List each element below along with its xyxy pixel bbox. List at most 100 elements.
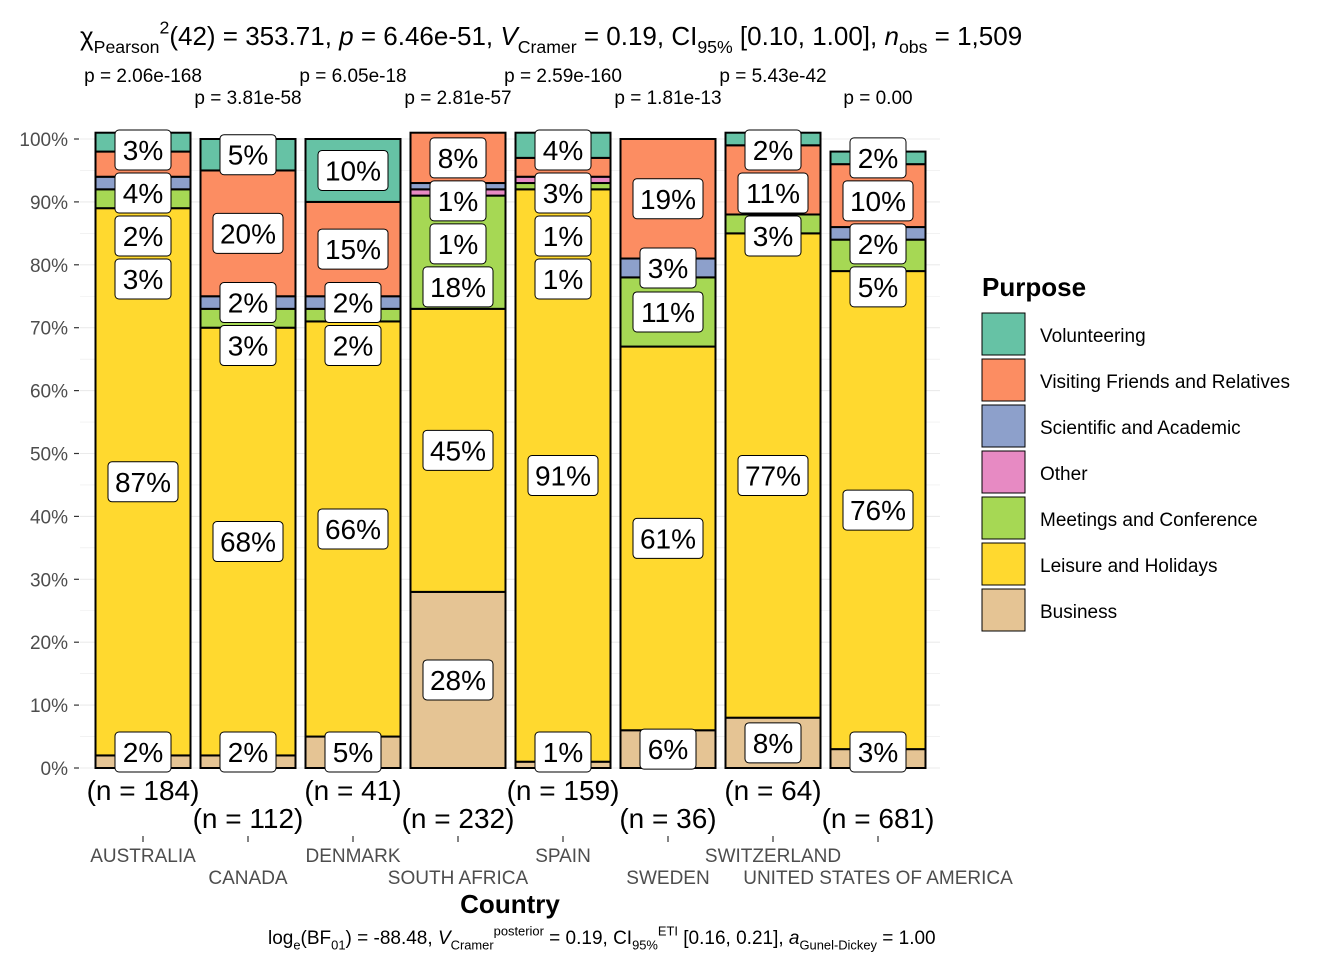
data-label: 87% — [107, 461, 179, 503]
data-label-box — [114, 731, 172, 773]
chart-caption-part: 01 — [331, 938, 345, 953]
legend-swatch — [981, 404, 1026, 448]
chart-caption-part: [0.16, 0.21], — [678, 928, 789, 949]
legend-item: Scientific and Academic — [1040, 418, 1241, 439]
data-label-text: 68% — [220, 527, 276, 558]
data-label: 2% — [219, 731, 277, 773]
data-label: 2% — [849, 223, 907, 265]
data-label: 2% — [114, 731, 172, 773]
data-label-box — [422, 266, 494, 308]
data-label: 68% — [212, 521, 284, 563]
data-label: 2% — [324, 282, 382, 324]
data-label-text: 3% — [543, 178, 583, 209]
chart-title-part: = 1,509 — [927, 21, 1022, 51]
legend-title: Purpose — [982, 272, 1086, 302]
bar-pvalue: p = 3.81e-58 — [194, 88, 301, 109]
chart-caption-part: ETI — [658, 923, 678, 938]
data-label: 11% — [737, 172, 809, 214]
legend-swatch — [981, 450, 1026, 494]
data-label-text: 45% — [430, 435, 486, 466]
chart-title: χPearson2(42) = 353.71, p = 6.46e-51, VC… — [80, 17, 1022, 57]
data-label: 61% — [632, 517, 704, 559]
y-tick-label: 70% — [30, 319, 68, 340]
data-label-text: 77% — [745, 461, 801, 492]
data-label: 1% — [429, 180, 487, 222]
chart-title-part: V — [500, 21, 520, 51]
data-label-text: 2% — [333, 331, 373, 362]
data-label-box — [737, 455, 809, 497]
data-label: 2% — [744, 129, 802, 171]
data-label: 3% — [114, 129, 172, 171]
data-label: 8% — [744, 722, 802, 764]
data-label-text: 2% — [228, 737, 268, 768]
legend-item: Leisure and Holidays — [1040, 556, 1217, 577]
chart-caption-part: posterior — [494, 923, 545, 938]
data-label-text: 1% — [543, 221, 583, 252]
data-label-text: 1% — [543, 264, 583, 295]
legend-item: Meetings and Conference — [1040, 510, 1258, 531]
data-label-box — [737, 172, 809, 214]
x-tick-label: SOUTH AFRICA — [388, 868, 529, 889]
data-label-text: 1% — [438, 186, 478, 217]
x-tick-label: SWITZERLAND — [705, 846, 841, 867]
data-label-text: 61% — [640, 523, 696, 554]
bar-pvalue: p = 0.00 — [843, 88, 912, 109]
data-label: 11% — [632, 291, 704, 333]
bar-count: (n = 159) — [507, 775, 620, 806]
data-label: 10% — [842, 180, 914, 222]
data-label-box — [107, 461, 179, 503]
data-label-box — [422, 429, 494, 471]
chart-caption-part: 95% — [632, 938, 658, 953]
legend-swatch — [981, 588, 1026, 632]
data-label-box — [534, 731, 592, 773]
data-label: 20% — [212, 212, 284, 254]
data-label-box — [317, 508, 389, 550]
y-tick-label: 10% — [30, 696, 68, 717]
data-label-box — [212, 212, 284, 254]
chart-caption-part: e — [293, 938, 300, 953]
data-label-text: 2% — [123, 221, 163, 252]
bar-pvalue: p = 2.59e-160 — [504, 66, 622, 87]
data-label: 1% — [429, 223, 487, 265]
data-label-text: 91% — [535, 461, 591, 492]
data-label: 3% — [849, 731, 907, 773]
x-tick-label: AUSTRALIA — [90, 846, 196, 867]
legend-item: Visiting Friends and Relatives — [1040, 372, 1290, 393]
data-label: 5% — [849, 266, 907, 308]
bar-count: (n = 681) — [822, 803, 935, 834]
legend-swatch — [981, 312, 1026, 356]
data-label: 6% — [639, 728, 697, 770]
data-label: 2% — [219, 282, 277, 324]
data-label: 91% — [527, 455, 599, 497]
bar-pvalue: p = 1.81e-13 — [614, 88, 721, 109]
x-tick-label: UNITED STATES OF AMERICA — [743, 868, 1013, 889]
bar-pvalue: p = 2.06e-168 — [84, 66, 202, 87]
legend-swatch — [981, 358, 1026, 402]
y-tick-label: 20% — [30, 633, 68, 654]
data-label-box — [317, 149, 389, 191]
data-label-box — [527, 455, 599, 497]
legend-item: Volunteering — [1040, 326, 1146, 347]
legend-item: Business — [1040, 602, 1117, 623]
legend-swatch — [981, 542, 1026, 586]
data-label: 3% — [219, 325, 277, 367]
data-label-box — [534, 172, 592, 214]
data-label: 3% — [114, 258, 172, 300]
data-label: 28% — [422, 659, 494, 701]
data-label: 3% — [534, 172, 592, 214]
bar-count: (n = 41) — [304, 775, 401, 806]
data-label: 19% — [632, 178, 704, 220]
chart-title-part: 2 — [159, 17, 169, 37]
chart-title-part: = 6.46e-51, — [354, 21, 501, 51]
chart-caption-part: ) = -88.48, — [346, 928, 438, 949]
chart-title-part: [0.10, 1.00], — [733, 21, 885, 51]
bar-count: (n = 184) — [87, 775, 200, 806]
data-label-box — [632, 291, 704, 333]
data-label-text: 3% — [648, 253, 688, 284]
data-label-text: 15% — [325, 234, 381, 265]
data-label: 1% — [534, 215, 592, 257]
y-tick-label: 30% — [30, 570, 68, 591]
chart-caption-part: (BF — [301, 928, 332, 949]
data-label-text: 28% — [430, 665, 486, 696]
data-label-box — [324, 325, 382, 367]
